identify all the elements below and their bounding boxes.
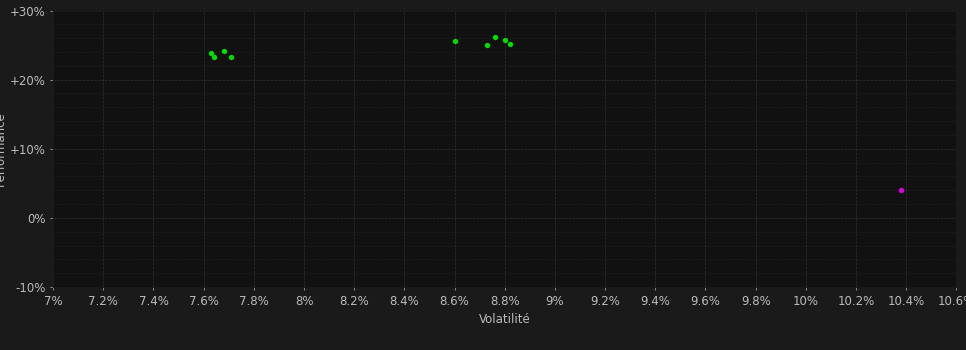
Point xyxy=(894,188,909,193)
Point xyxy=(447,38,463,44)
Point xyxy=(216,49,232,54)
Point xyxy=(223,54,239,60)
Point xyxy=(204,50,219,56)
Point xyxy=(497,37,513,43)
Point xyxy=(206,54,221,60)
Y-axis label: Performance: Performance xyxy=(0,111,7,186)
X-axis label: Volatilité: Volatilité xyxy=(479,313,530,326)
Point xyxy=(487,35,502,40)
Point xyxy=(479,42,495,48)
Point xyxy=(502,41,518,47)
